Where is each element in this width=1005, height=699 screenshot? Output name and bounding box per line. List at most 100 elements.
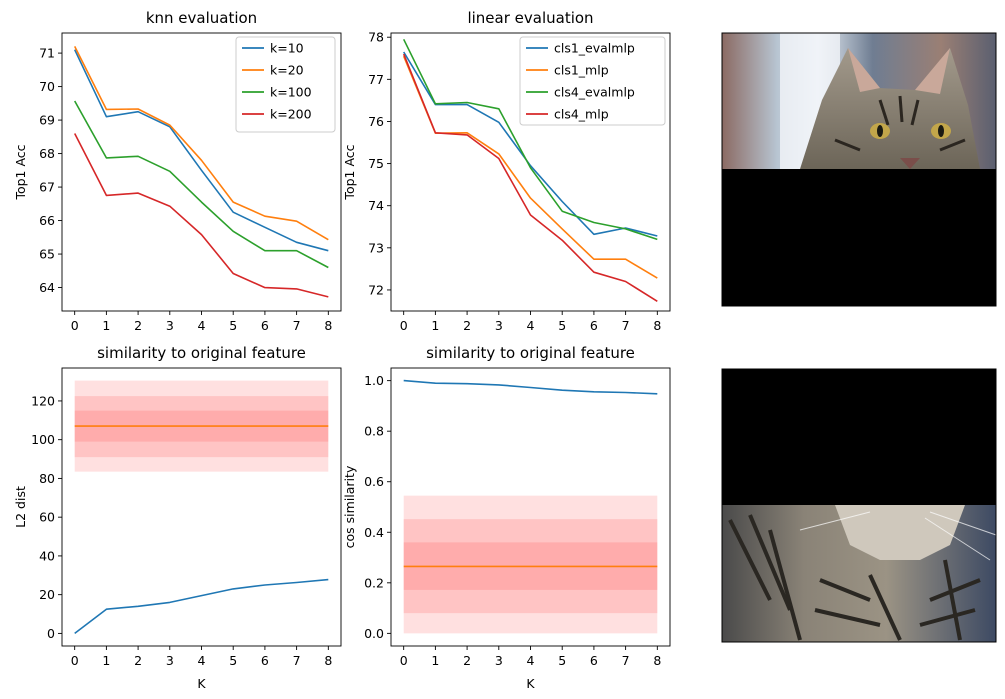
x-tick-label: 4 [527, 653, 535, 668]
y-tick-label: 60 [39, 510, 55, 525]
x-axis-label: K [526, 676, 535, 691]
chart-title: similarity to original feature [97, 344, 306, 362]
legend: k=10 k=20 k=100 k=200 [235, 36, 336, 133]
legend-label: cls1_evalmlp [554, 41, 635, 56]
y-tick-label: 78 [368, 30, 384, 45]
y-axis-label: Top1 Acc [13, 144, 28, 200]
y-tick-label: 72 [368, 282, 384, 297]
cat-top-half-image [721, 32, 997, 307]
y-tick-label: 80 [39, 471, 55, 486]
y-tick-label: 70 [39, 79, 55, 94]
x-tick-label: 6 [590, 318, 598, 333]
x-tick-label: 3 [166, 653, 174, 668]
y-tick-label: 0.4 [364, 525, 384, 540]
y-tick-label: 64 [39, 280, 55, 295]
x-tick-label: 6 [261, 653, 269, 668]
y-axis-label: cos similarity [342, 465, 357, 548]
y-tick-label: 66 [39, 213, 55, 228]
y-tick-label: 0.0 [364, 626, 384, 641]
x-tick-label: 3 [166, 318, 174, 333]
chart-title: linear evaluation [467, 9, 593, 27]
y-tick-label: 120 [31, 393, 55, 408]
y-tick-label: 74 [368, 198, 384, 213]
x-tick-label: 0 [71, 318, 79, 333]
x-tick-label: 2 [463, 653, 471, 668]
x-tick-label: 5 [558, 318, 566, 333]
legend-box [235, 36, 336, 133]
x-tick-label: 4 [198, 318, 206, 333]
x-tick-label: 4 [527, 318, 535, 333]
legend-label: k=100 [270, 85, 312, 100]
legend-box [519, 36, 666, 126]
x-tick-label: 8 [324, 318, 332, 333]
x-tick-label: 7 [293, 653, 301, 668]
x-tick-label: 6 [261, 318, 269, 333]
x-tick-label: 0 [400, 318, 408, 333]
y-tick-label: 0.2 [364, 575, 384, 590]
y-tick-label: 67 [39, 180, 55, 195]
y-tick-label: 68 [39, 146, 55, 161]
std-band-1 [403, 495, 658, 634]
series-line-k=20 [73, 46, 329, 241]
legend: cls1_evalmlp cls1_mlp cls4_evalmlp cls4_mlp [519, 36, 666, 126]
x-tick-label: 8 [324, 653, 332, 668]
x-tick-label: 2 [463, 318, 471, 333]
chart-panel-4: 0 1 2 3 4 5 6 7 8 0.0 0.2 0.4 0.6 0.8 1.0 similarity to… [342, 344, 671, 691]
x-tick-label: 1 [102, 318, 110, 333]
y-axis-label: L2 dist [13, 486, 28, 528]
legend-label: k=200 [270, 107, 312, 122]
series-line-cls4_mlp [402, 53, 658, 302]
series-line-1 [74, 578, 329, 635]
legend-label: k=10 [270, 41, 304, 56]
y-tick-label: 0 [47, 626, 55, 641]
y-axis-label: Top1 Acc [342, 144, 357, 200]
x-tick-label: 8 [653, 318, 661, 333]
x-tick-label: 7 [622, 318, 630, 333]
legend-label: cls4_evalmlp [554, 85, 635, 100]
y-tick-label: 75 [368, 156, 384, 171]
y-tick-label: 100 [31, 432, 55, 447]
x-tick-label: 5 [558, 653, 566, 668]
y-tick-label: 69 [39, 113, 55, 128]
y-tick-label: 40 [39, 548, 55, 563]
x-tick-label: 5 [229, 653, 237, 668]
x-tick-label: 7 [622, 653, 630, 668]
cat-bottom-half-image [721, 368, 997, 643]
x-tick-label: 2 [134, 318, 142, 333]
y-tick-label: 77 [368, 72, 384, 87]
x-tick-label: 1 [102, 653, 110, 668]
x-tick-label: 6 [590, 653, 598, 668]
series-line-1 [403, 379, 658, 395]
y-tick-label: 20 [39, 587, 55, 602]
series-line-cls1_evalmlp [403, 51, 658, 237]
x-tick-label: 1 [431, 653, 439, 668]
x-tick-label: 1 [431, 318, 439, 333]
y-tick-label: 1.0 [364, 373, 384, 388]
legend-label: cls4_mlp [554, 107, 609, 122]
x-tick-label: 3 [495, 318, 503, 333]
x-tick-label: 7 [293, 318, 301, 333]
legend-label: k=20 [270, 63, 304, 78]
series-line-k=100 [74, 100, 329, 269]
y-tick-label: 0.6 [364, 474, 384, 489]
y-tick-label: 76 [368, 114, 384, 129]
y-tick-label: 71 [39, 46, 55, 61]
chart-title: similarity to original feature [426, 344, 635, 362]
y-tick-label: 0.8 [364, 424, 384, 439]
y-tick-label: 65 [39, 247, 55, 262]
x-tick-label: 8 [653, 653, 661, 668]
series-line-k=200 [73, 133, 329, 298]
series-line-cls4_evalmlp [402, 38, 658, 241]
x-tick-label: 5 [229, 318, 237, 333]
x-tick-label: 0 [400, 653, 408, 668]
x-tick-label: 3 [495, 653, 503, 668]
x-axis-label: K [197, 676, 206, 691]
x-tick-label: 2 [134, 653, 142, 668]
series-line-k=10 [73, 49, 329, 252]
x-tick-label: 0 [71, 653, 79, 668]
y-tick-label: 73 [368, 240, 384, 255]
